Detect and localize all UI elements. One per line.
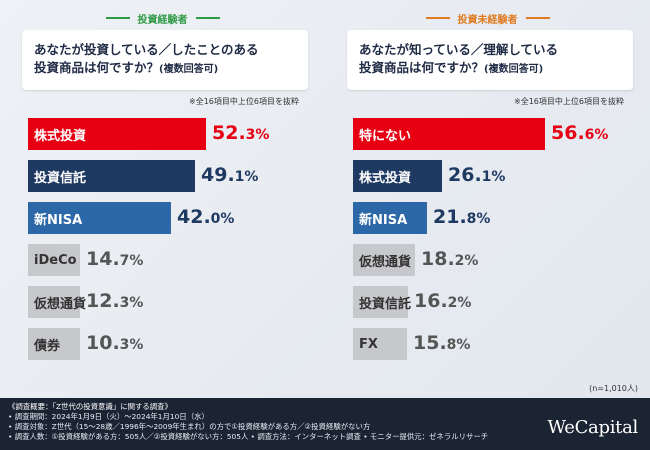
data-label: 21. 8% xyxy=(433,206,491,228)
bar-chart-inexperienced: 特にない 56. 6% 株式投資 26. 1% 新NISA 21. 8% 仮想通貨 18. 2% 投資信… xyxy=(353,118,645,378)
divider xyxy=(525,17,550,19)
bar: 新NISA xyxy=(28,202,171,234)
footer-line: • 調査人数：①投資経験がある方：505人／②投資経験がない方：505人 • 調… xyxy=(8,432,489,441)
bar: 投資信託 xyxy=(353,286,412,318)
footer-line: • 調査期間：2024年1月9日（火）～2024年1月10日（水） xyxy=(8,412,209,421)
bar-label: 株式投資 xyxy=(359,170,412,186)
data-label: 56. 6% xyxy=(551,122,609,144)
note: ※全16項目中上位6項目を抜粋 xyxy=(189,97,299,106)
group-label-text: 投資未経験者 xyxy=(457,14,518,26)
bar: 仮想通貨 xyxy=(353,244,415,276)
bar: 株式投資 xyxy=(28,118,206,150)
bar-label: 仮想通貨 xyxy=(34,296,87,312)
divider xyxy=(425,17,450,19)
bar-label: 仮想通貨 xyxy=(359,254,412,270)
bar-label: 新NISA xyxy=(34,212,83,228)
bar-label: 特にない xyxy=(359,128,412,144)
data-label: 42. 0% xyxy=(177,206,235,228)
question-box: あなたが投資している／したことのある 投資商品は何ですか？(複数回答可) xyxy=(22,30,308,90)
bar-chart-experienced: 株式投資 52. 3% 投資信託 49. 1% 新NISA 42. 0% iDeCo 14. 7% 仮想… xyxy=(28,118,320,378)
bar: 投資信託 xyxy=(28,160,195,192)
question-text: 投資商品は何ですか？ xyxy=(359,60,485,75)
data-label: 49. 1% xyxy=(201,164,259,186)
divider xyxy=(105,17,130,19)
question-suffix: (複数回答可) xyxy=(159,64,219,75)
group-label: 投資未経験者 xyxy=(325,10,650,26)
footer: 《調査概要：「Z世代の投資意識」に関する調査》 • 調査期間：2024年1月9日… xyxy=(0,398,650,450)
question-line-2: 投資商品は何ですか？(複数回答可) xyxy=(359,59,633,79)
bar: 仮想通貨 xyxy=(28,286,86,318)
bar-label: 新NISA xyxy=(359,212,408,228)
question-suffix: (複数回答可) xyxy=(484,64,544,75)
question-line-1: あなたが知っている／理解している xyxy=(359,42,559,57)
data-label: 10. 3% xyxy=(86,332,144,354)
panel-experienced: 投資経験者 あなたが投資している／したことのある 投資商品は何ですか？(複数回答… xyxy=(0,0,325,398)
bar-label: 投資信託 xyxy=(359,296,412,312)
data-label: 12. 3% xyxy=(86,290,144,312)
bar-label: 株式投資 xyxy=(34,128,87,144)
data-label: 16. 2% xyxy=(414,290,472,312)
question-box: あなたが知っている／理解している 投資商品は何ですか？(複数回答可) xyxy=(347,30,633,90)
bar: 特にない xyxy=(353,118,545,150)
bar: FX xyxy=(353,328,407,360)
data-label: 52. 3% xyxy=(212,122,270,144)
bar-label: 投資信託 xyxy=(34,170,87,186)
panel-inexperienced: 投資未経験者 あなたが知っている／理解している 投資商品は何ですか？(複数回答可… xyxy=(325,0,650,398)
data-label: 26. 1% xyxy=(448,164,506,186)
group-label-text: 投資経験者 xyxy=(137,14,188,26)
group-label: 投資経験者 xyxy=(0,10,325,26)
question-text: 投資商品は何ですか？ xyxy=(34,60,160,75)
question-line-1: あなたが投資している／したことのある xyxy=(34,42,259,57)
bar: 債券 xyxy=(28,328,80,360)
data-label: 18. 2% xyxy=(421,248,479,270)
bar: 株式投資 xyxy=(353,160,442,192)
bar-label: 債券 xyxy=(34,338,61,354)
bar-label: iDeCo xyxy=(34,252,77,268)
note: ※全16項目中上位6項目を抜粋 xyxy=(514,97,624,106)
data-label: 14. 7% xyxy=(86,248,144,270)
bar-label: FX xyxy=(359,336,378,352)
bar: iDeCo xyxy=(28,244,80,276)
footer-line: • 調査対象：Z世代（15～28歳／1996年～2009年生まれ）の方で①投資経… xyxy=(8,422,371,431)
question-line-2: 投資商品は何ですか？(複数回答可) xyxy=(34,59,308,79)
footer-line: 《調査概要：「Z世代の投資意識」に関する調査》 xyxy=(8,402,172,411)
sample-size: (n=1,010人) xyxy=(589,384,638,393)
bar: 新NISA xyxy=(353,202,427,234)
divider xyxy=(195,17,220,19)
data-label: 15. 8% xyxy=(413,332,471,354)
brand-logo: WeCapital xyxy=(547,417,639,438)
